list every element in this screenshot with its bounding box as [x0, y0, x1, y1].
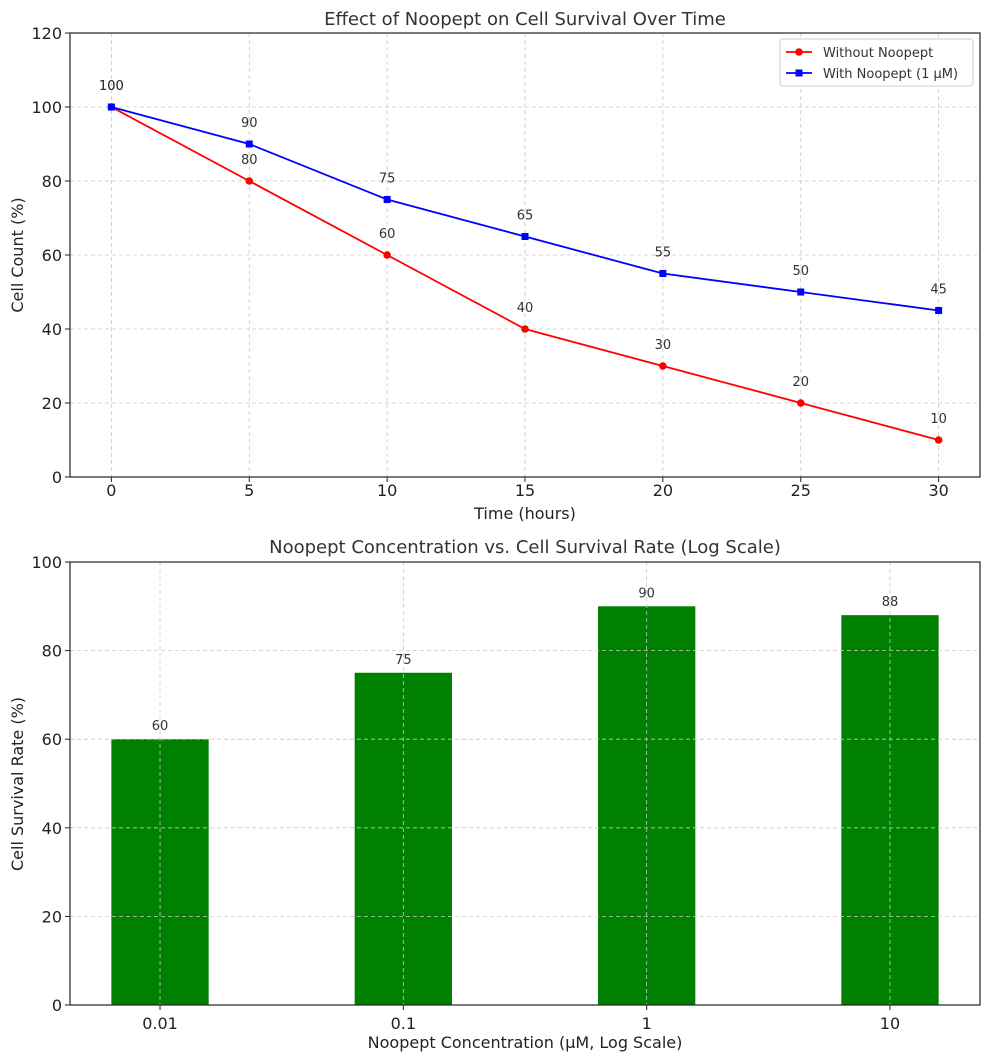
tick-label-x-10: 10 [377, 481, 397, 500]
bar-chart-data-labels: 60 75 90 88 [152, 586, 898, 734]
bar-chart-bars [111, 606, 939, 1005]
series-1-point-4 [659, 270, 667, 277]
line-chart-y-axis-label: Cell Count (%) [8, 197, 27, 312]
line-chart-title: Effect of Noopept on Cell Survival Over … [324, 9, 726, 30]
data-label-series-1-2: 75 [379, 172, 396, 187]
series-1-point-2 [383, 196, 391, 203]
tick-label-y-60: 60 [42, 246, 62, 265]
tick-label-x-1: 1 [642, 1014, 652, 1033]
data-label-series-1-0: 100 [99, 79, 124, 94]
legend-frame [779, 38, 974, 87]
data-label-series-0-5: 20 [792, 375, 809, 390]
data-label-series-0-2: 60 [379, 227, 396, 242]
bar-chart-x-axis-label: Noopept Concentration (μM, Log Scale) [368, 1033, 683, 1052]
data-label-series-1-3: 65 [517, 209, 534, 224]
line-chart-y-ticks: 0 20 40 60 80 100 120 [31, 24, 70, 487]
line-chart-legend: Without Noopept With Noopept (1 μM) [779, 38, 974, 87]
series-1-point-3 [521, 233, 529, 240]
data-label-10: 88 [882, 595, 899, 610]
data-label-series-1-6: 45 [930, 283, 947, 298]
data-label-series-0-4: 30 [655, 338, 672, 353]
tick-label-x-30: 30 [928, 481, 948, 500]
data-label-series-0-3: 40 [517, 301, 534, 316]
bar-1 [597, 606, 696, 1005]
tick-label-y-60: 60 [42, 730, 62, 749]
series-0-point-2 [383, 251, 391, 259]
tick-label-y-0: 0 [52, 996, 62, 1015]
data-label-0.01: 60 [152, 719, 169, 734]
series-1-point-5 [797, 288, 805, 296]
data-label-series-0-6: 10 [930, 412, 947, 427]
tick-label-x-5: 5 [244, 481, 254, 500]
data-label-series-0-0: 100 [99, 79, 124, 94]
series-0-point-5 [796, 399, 805, 407]
tick-label-y-100: 100 [31, 98, 62, 117]
tick-label-x-0.1: 0.1 [391, 1014, 416, 1033]
tick-label-y-120: 120 [31, 24, 62, 43]
tick-label-y-100: 100 [31, 553, 62, 572]
tick-label-y-20: 20 [42, 907, 62, 926]
tick-label-y-80: 80 [42, 642, 62, 661]
series-0-point-4 [659, 362, 667, 370]
legend-marker-without-noopept [795, 48, 803, 56]
tick-label-y-0: 0 [52, 468, 62, 487]
line-chart-series [107, 103, 943, 444]
line-chart-x-axis-label: Time (hours) [473, 504, 576, 523]
tick-label-y-40: 40 [42, 819, 62, 838]
legend-marker-with-noopept [795, 69, 803, 77]
series-0-point-6 [934, 436, 943, 444]
bar-chart-title: Noopept Concentration vs. Cell Survival … [269, 537, 781, 558]
series-0-point-1 [245, 177, 254, 185]
tick-label-x-0: 0 [106, 481, 116, 500]
line-chart-grid [70, 32, 980, 478]
legend-label-with-noopept: With Noopept (1 μM) [823, 67, 958, 82]
data-label-series-1-4: 55 [655, 246, 672, 261]
series-1-point-0 [107, 103, 115, 111]
tick-label-x-25: 25 [791, 481, 811, 500]
tick-label-x-10: 10 [880, 1014, 900, 1033]
data-label-series-0-1: 80 [241, 153, 258, 168]
tick-label-y-40: 40 [42, 320, 62, 339]
bar-chart: Noopept Concentration vs. Cell Survival … [8, 537, 981, 1052]
series-0-point-3 [521, 325, 529, 333]
bar-chart-x-ticks: 0.01 0.1 1 10 [142, 1005, 900, 1033]
data-label-0.1: 75 [395, 653, 412, 668]
tick-label-y-20: 20 [42, 394, 62, 413]
series-1-point-1 [245, 140, 253, 148]
data-label-series-1-1: 90 [241, 116, 258, 131]
data-label-1: 90 [638, 586, 655, 601]
tick-label-x-15: 15 [515, 481, 535, 500]
series-1-point-6 [935, 307, 943, 314]
legend-label-without-noopept: Without Noopept [823, 46, 933, 61]
tick-label-y-80: 80 [42, 172, 62, 191]
bar-chart-y-ticks: 0 20 40 60 80 100 [31, 553, 70, 1015]
bar-chart-y-axis-label: Cell Survival Rate (%) [8, 697, 27, 871]
tick-label-x-20: 20 [653, 481, 673, 500]
tick-label-x-0.01: 0.01 [142, 1014, 178, 1033]
bar-chart-plot-area [69, 561, 981, 1006]
line-chart: Effect of Noopept on Cell Survival Over … [8, 9, 981, 523]
line-chart-x-ticks: 0 5 10 15 20 25 30 [106, 477, 949, 500]
data-label-series-1-5: 50 [792, 264, 809, 279]
